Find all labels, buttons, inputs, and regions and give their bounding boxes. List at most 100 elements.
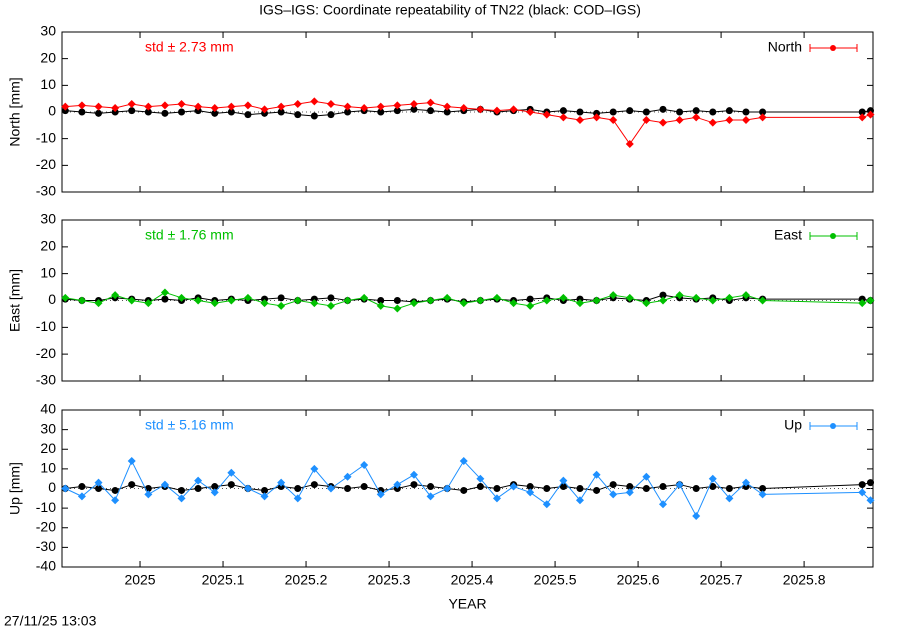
data-point [426, 492, 435, 501]
data-point [243, 293, 252, 302]
data-point [261, 486, 269, 494]
data-point [575, 116, 584, 124]
data-point [326, 301, 335, 310]
data-point [210, 488, 219, 497]
y-axis-label: East [mm] [7, 269, 23, 332]
data-point [177, 494, 186, 503]
data-point [343, 102, 352, 111]
data-point [459, 299, 468, 308]
y-tick-label: -10 [36, 318, 56, 334]
data-point [376, 490, 385, 499]
y-tick-label: 0 [48, 291, 56, 307]
data-point [443, 293, 452, 302]
data-point [95, 485, 103, 492]
data-point [443, 484, 452, 493]
data-point [741, 291, 750, 300]
data-point [542, 296, 551, 305]
data-point [559, 476, 568, 485]
data-point [509, 105, 518, 114]
data-point [759, 108, 767, 116]
data-point [344, 108, 352, 116]
data-point [393, 107, 401, 115]
data-point [675, 116, 684, 124]
data-point [310, 97, 319, 106]
data-point [642, 485, 650, 492]
x-axis-label: YEAR [448, 596, 486, 612]
data-point [592, 296, 601, 305]
data-point [61, 102, 70, 111]
data-point [426, 296, 435, 305]
data-point [310, 112, 318, 120]
data-point [741, 478, 750, 487]
data-point [492, 494, 501, 503]
data-point [476, 105, 485, 114]
data-point [725, 494, 734, 503]
y-tick-label: 30 [40, 420, 56, 436]
data-point [526, 108, 535, 116]
y-tick-label: 10 [40, 76, 56, 92]
data-point [725, 485, 733, 492]
data-point [592, 470, 601, 479]
y-axis-label: Up [mm] [7, 462, 23, 515]
data-point [492, 293, 501, 302]
annotation: std ± 5.16 mm [145, 417, 234, 433]
data-point [692, 511, 701, 520]
data-point [127, 457, 136, 466]
data-point [177, 293, 186, 302]
data-point [858, 113, 867, 122]
data-point [658, 118, 667, 127]
data-point [78, 483, 86, 491]
data-point [128, 481, 136, 489]
data-point [708, 118, 717, 127]
y-tick-label: 20 [40, 49, 56, 65]
data-point [194, 296, 203, 305]
y-tick-label: -10 [36, 499, 56, 515]
y-tick-label: 30 [40, 211, 56, 227]
data-point [559, 113, 568, 122]
y-tick-label: 30 [40, 23, 56, 39]
data-point [858, 488, 867, 497]
legend-label: East [774, 227, 802, 243]
data-point [393, 297, 401, 304]
data-point [360, 293, 369, 302]
x-tick-label: 2025.4 [451, 572, 494, 588]
data-point [111, 291, 120, 300]
data-point [658, 500, 667, 509]
data-point [626, 483, 634, 491]
data-point [127, 296, 136, 305]
data-point [227, 108, 235, 116]
data-point [659, 483, 667, 491]
y-tick-label: -30 [36, 538, 56, 554]
data-point [111, 496, 120, 505]
data-point [211, 483, 219, 491]
data-point [377, 297, 385, 304]
data-point [244, 111, 252, 119]
data-point [709, 108, 717, 116]
data-point [509, 482, 518, 491]
data-point [692, 485, 700, 492]
data-point [858, 299, 867, 308]
data-point [858, 481, 866, 489]
data-point [459, 457, 468, 466]
data-point [725, 293, 734, 302]
data-point [576, 485, 584, 492]
data-point [866, 110, 875, 119]
data-point [658, 296, 667, 305]
data-point [111, 486, 119, 494]
data-point [293, 100, 302, 108]
data-point [144, 490, 153, 499]
data-point [243, 101, 252, 110]
data-point [78, 108, 86, 116]
data-point [659, 291, 667, 299]
data-point [742, 108, 750, 116]
data-point [575, 299, 584, 308]
data-point [609, 116, 618, 124]
x-tick-label: 2025.8 [783, 572, 826, 588]
legend-label: Up [784, 417, 802, 433]
data-point [526, 488, 535, 497]
series-line [65, 108, 871, 117]
data-point [625, 140, 634, 148]
data-point [625, 488, 634, 497]
data-point [277, 301, 286, 310]
